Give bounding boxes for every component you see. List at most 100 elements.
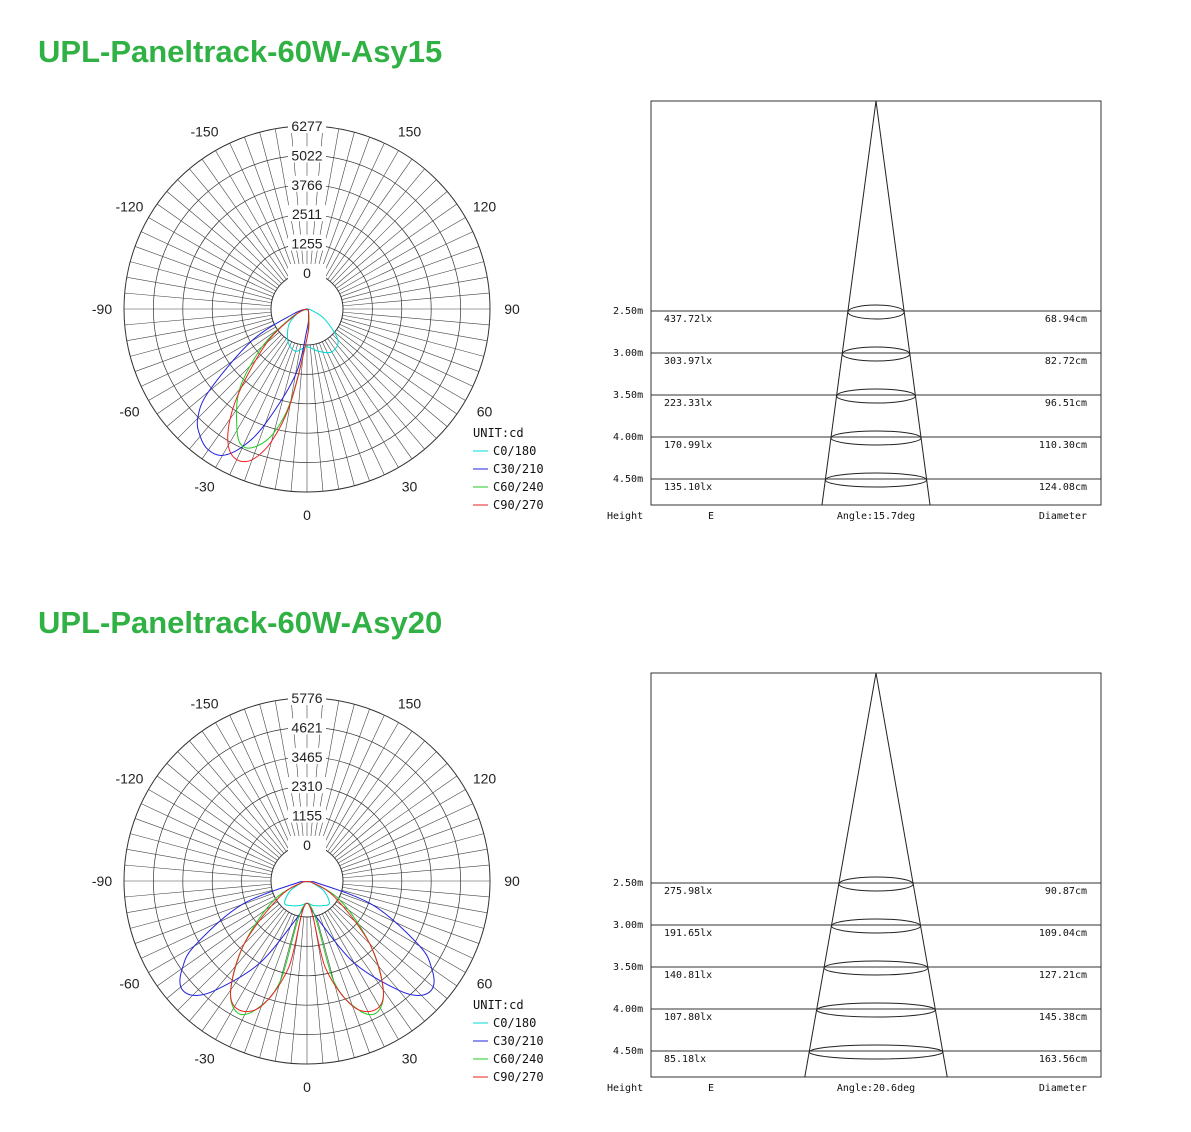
polar-spoke xyxy=(148,898,276,973)
polar-spoke xyxy=(334,331,448,427)
polar-spoke xyxy=(134,321,274,372)
polar-spoke xyxy=(319,708,370,848)
tick-label-bg xyxy=(288,234,326,251)
angle-label: -60 xyxy=(119,976,139,992)
illuminance-value: 275.98lx xyxy=(664,886,712,897)
diameter-value: 124.08cm xyxy=(1039,482,1087,493)
angle-label: 30 xyxy=(402,479,418,495)
radial-tick-label: 0 xyxy=(303,265,311,281)
angle-label: 150 xyxy=(398,695,422,711)
polar-spoke xyxy=(141,895,275,959)
diameter-value: 145.38cm xyxy=(1039,1012,1087,1023)
angle-label: Angle:20.6deg xyxy=(837,1083,915,1094)
polar-spoke xyxy=(342,864,490,879)
radial-tick-label: 3465 xyxy=(291,749,322,765)
height-label: 3.50m xyxy=(613,390,643,401)
polar-spoke xyxy=(341,318,484,357)
polar-spoke xyxy=(124,311,272,326)
radial-tick-label: 0 xyxy=(303,837,311,853)
polar-spoke xyxy=(324,722,399,850)
series-curve xyxy=(196,308,310,456)
tick-label-bg xyxy=(288,689,326,705)
legend-entry: C0/180 xyxy=(493,1016,536,1030)
angle-label: -150 xyxy=(190,695,218,711)
polar-spoke xyxy=(130,833,273,872)
unit-label: UNIT:cd xyxy=(473,998,524,1012)
height-label: 3.00m xyxy=(613,348,643,359)
angle-label: 0 xyxy=(303,507,311,523)
polar-spoke xyxy=(156,329,278,415)
polar-spoke xyxy=(342,276,488,304)
polar-spoke xyxy=(189,740,285,854)
illuminance-value: 85.18lx xyxy=(664,1054,706,1065)
polar-spoke xyxy=(166,331,280,427)
beam-ellipse xyxy=(841,346,911,362)
polar-spoke xyxy=(319,342,370,482)
polar-spoke xyxy=(126,314,272,342)
diameter-value: 127.21cm xyxy=(1039,970,1087,981)
radial-tick-label: 4621 xyxy=(291,719,322,735)
polar-spoke xyxy=(338,217,466,292)
polar-spoke xyxy=(309,344,324,492)
polar-spoke xyxy=(332,334,437,439)
polar-spoke xyxy=(259,343,298,486)
polar-spoke xyxy=(148,789,276,864)
cone-diagram: 2.50m 275.98lx 90.87cm 3.00m 191.65lx 109.04c… xyxy=(607,672,1102,1094)
angle-label: -90 xyxy=(92,301,112,317)
polar-spoke xyxy=(166,191,280,287)
legend-entry: C0/180 xyxy=(493,444,536,458)
polar-spoke xyxy=(327,910,413,1032)
tick-label-bg xyxy=(288,205,326,222)
polar-spoke xyxy=(177,179,282,284)
diameter-value: 90.87cm xyxy=(1045,886,1087,897)
polar-spoke xyxy=(201,730,287,852)
illuminance-value: 437.72lx xyxy=(664,314,712,325)
diameter-header: Diameter xyxy=(1039,511,1087,522)
polar-spoke xyxy=(229,913,293,1047)
radial-tick-label: 1155 xyxy=(292,808,322,824)
height-header: Height xyxy=(607,1083,643,1094)
beam-ellipse xyxy=(808,1044,944,1060)
height-label: 4.00m xyxy=(613,432,643,443)
legend-entry: C60/240 xyxy=(493,1052,544,1066)
polar-spoke xyxy=(130,261,273,300)
polar-spoke xyxy=(327,730,413,852)
e-header: E xyxy=(708,1083,714,1094)
polar-spoke xyxy=(274,344,302,490)
polar-spoke xyxy=(244,136,295,276)
cone-frame xyxy=(650,672,1102,1078)
diameter-value: 68.94cm xyxy=(1045,314,1087,325)
angle-label: 120 xyxy=(473,771,497,787)
legend-entry: C30/210 xyxy=(493,1034,544,1048)
height-label: 2.50m xyxy=(613,306,643,317)
legend-entry: C90/270 xyxy=(493,498,544,512)
angle-label: -120 xyxy=(115,771,143,787)
polar-spoke xyxy=(229,341,293,475)
polar-spoke xyxy=(334,763,448,859)
polar-spoke xyxy=(290,344,305,492)
polar-spoke xyxy=(215,912,290,1040)
tick-label-bg xyxy=(288,747,326,764)
radial-tick-label: 6277 xyxy=(291,118,322,134)
polar-spoke xyxy=(336,775,458,861)
polar-spoke xyxy=(134,246,274,297)
beam-ellipse xyxy=(823,960,929,976)
illuminance-value: 107.80lx xyxy=(664,1012,712,1023)
polar-spoke xyxy=(324,340,399,468)
diameter-value: 109.04cm xyxy=(1039,928,1087,939)
angle-label: 120 xyxy=(473,199,497,215)
polar-spoke xyxy=(189,168,285,282)
tick-label-bg xyxy=(288,777,326,794)
diameter-value: 96.51cm xyxy=(1045,398,1087,409)
polar-spoke xyxy=(156,901,278,987)
polar-spoke xyxy=(126,848,272,876)
polar-spoke xyxy=(338,789,466,864)
diameter-header: Diameter xyxy=(1039,1083,1087,1094)
polar-spoke xyxy=(290,916,305,1064)
height-label: 2.50m xyxy=(613,878,643,889)
polar-spoke xyxy=(319,136,370,276)
angle-label: -30 xyxy=(194,1051,214,1067)
polar-spoke xyxy=(332,179,437,284)
radial-tick-label: 5776 xyxy=(291,690,322,706)
polar-spoke xyxy=(338,898,466,973)
